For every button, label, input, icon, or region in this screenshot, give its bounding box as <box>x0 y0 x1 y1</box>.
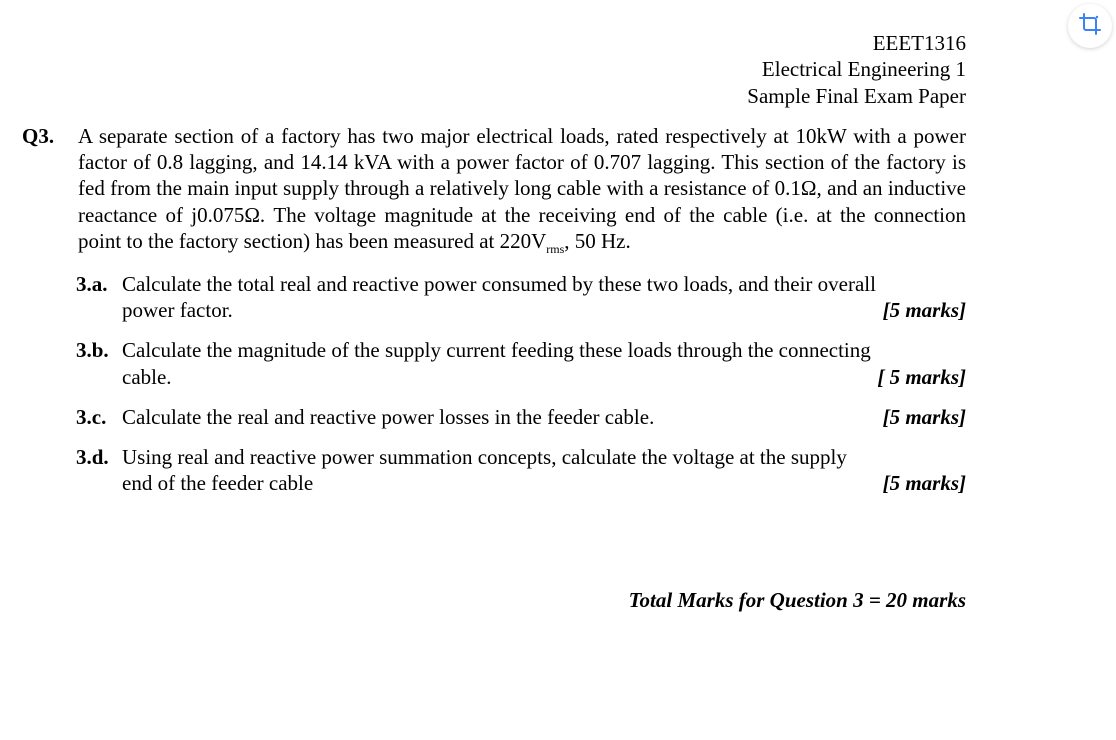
part-marks: [5 marks] <box>883 297 966 323</box>
part-text: Calculate the real and reactive power lo… <box>122 404 883 430</box>
question-label: Q3. <box>20 123 78 149</box>
part-body: Using real and reactive power summation … <box>122 444 1076 497</box>
exam-page: EEET1316 Electrical Engineering 1 Sample… <box>0 0 1116 613</box>
part-3c: 3.c. Calculate the real and reactive pow… <box>20 404 1076 430</box>
part-3d: 3.d. Using real and reactive power summa… <box>20 444 1076 497</box>
part-text-line1: Calculate the magnitude of the supply cu… <box>122 337 966 363</box>
part-text-line2: end of the feeder cable <box>122 470 883 496</box>
part-body: Calculate the total real and reactive po… <box>122 271 1076 324</box>
part-marks: [5 marks] <box>883 470 966 496</box>
part-body: Calculate the magnitude of the supply cu… <box>122 337 1076 390</box>
stem-subscript: rms <box>546 242 564 256</box>
course-name: Electrical Engineering 1 <box>20 56 966 82</box>
part-text-line2: cable. <box>122 364 877 390</box>
total-marks: Total Marks for Question 3 = 20 marks <box>20 587 1076 613</box>
part-marks: [5 marks] <box>883 404 966 430</box>
crop-icon <box>1078 12 1102 41</box>
part-label: 3.b. <box>76 337 122 363</box>
part-body: Calculate the real and reactive power lo… <box>122 404 1076 430</box>
paper-title: Sample Final Exam Paper <box>20 83 966 109</box>
part-marks: [ 5 marks] <box>877 364 966 390</box>
question-stem: A separate section of a factory has two … <box>78 123 1076 257</box>
part-text-line1: Calculate the total real and reactive po… <box>122 271 966 297</box>
part-label: 3.d. <box>76 444 122 470</box>
part-text-line1: Using real and reactive power summation … <box>122 444 966 470</box>
part-3b: 3.b. Calculate the magnitude of the supp… <box>20 337 1076 390</box>
part-text-line2: power factor. <box>122 297 883 323</box>
course-code: EEET1316 <box>20 30 966 56</box>
question-3: Q3. A separate section of a factory has … <box>20 123 1076 257</box>
crop-tool-button[interactable] <box>1068 4 1112 48</box>
part-3a: 3.a. Calculate the total real and reacti… <box>20 271 1076 324</box>
stem-tail: , 50 Hz. <box>564 229 631 253</box>
stem-text: A separate section of a factory has two … <box>78 124 966 253</box>
page-header: EEET1316 Electrical Engineering 1 Sample… <box>20 30 1076 109</box>
part-label: 3.c. <box>76 404 122 430</box>
part-label: 3.a. <box>76 271 122 297</box>
